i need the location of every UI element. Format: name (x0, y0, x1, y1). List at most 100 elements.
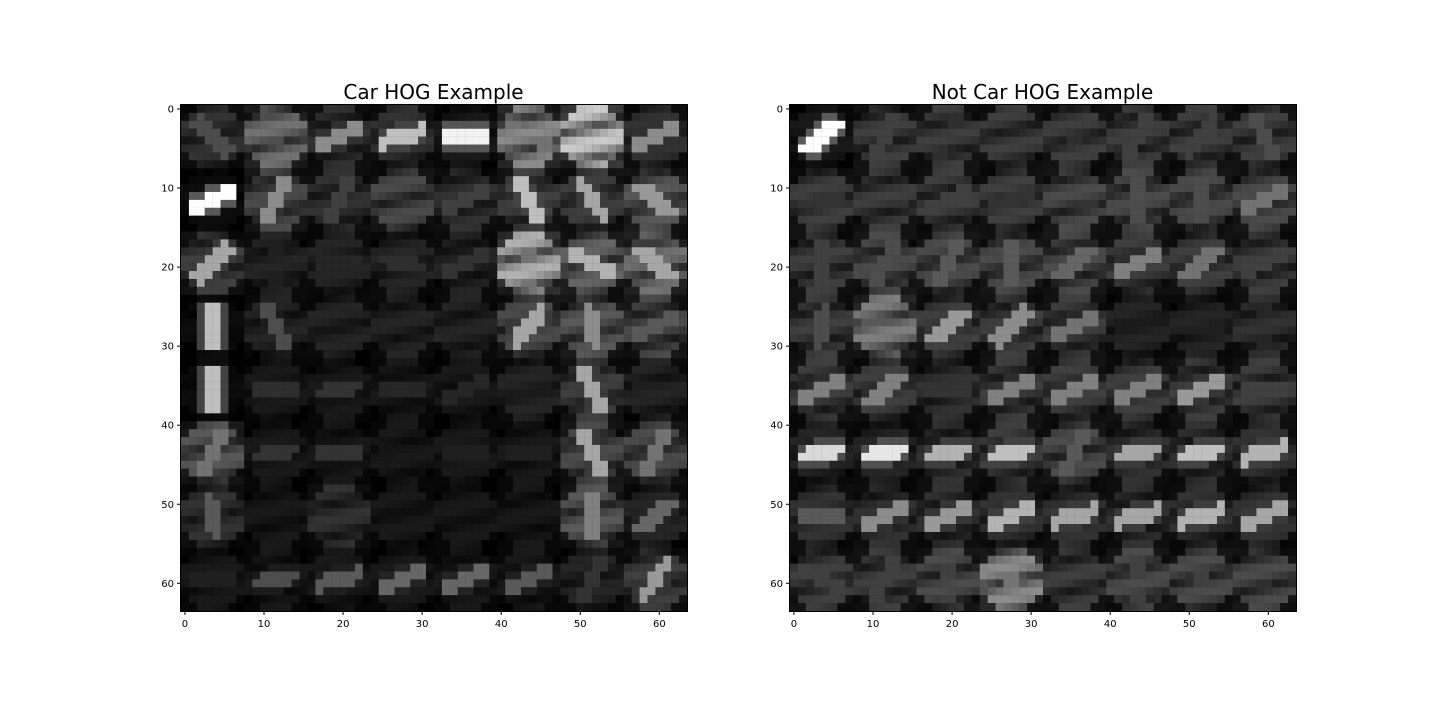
heatmap-pixel (236, 199, 245, 208)
heatmap-pixel (536, 595, 545, 604)
heatmap-pixel (181, 184, 190, 193)
heatmap-pixel (568, 199, 577, 208)
heatmap-pixel (212, 531, 221, 540)
heatmap-pixel (315, 516, 324, 525)
heatmap-pixel (267, 444, 277, 454)
heatmap-pixel (410, 247, 419, 256)
heatmap-pixel (331, 524, 340, 533)
heatmap-pixel (449, 223, 458, 232)
heatmap-pixel (1050, 144, 1059, 153)
heatmap-pixel (410, 555, 419, 564)
heatmap-pixel (347, 571, 356, 580)
heatmap-pixel (544, 452, 553, 461)
heatmap-pixel (362, 278, 371, 287)
heatmap-pixel (663, 571, 672, 580)
heatmap-pixel (505, 239, 514, 248)
heatmap-pixel (592, 603, 601, 612)
heatmap-pixel (615, 302, 624, 311)
heatmap-pixel (481, 429, 490, 438)
heatmap-pixel (1043, 215, 1052, 224)
heatmap-pixel (505, 294, 514, 303)
heatmap-pixel (188, 524, 197, 533)
heatmap-pixel (544, 460, 553, 469)
heatmap-pixel (600, 247, 609, 256)
heatmap-pixel (805, 120, 814, 129)
heatmap-pixel (861, 168, 870, 177)
heatmap-pixel (473, 381, 482, 390)
heatmap-pixel (663, 547, 672, 556)
heatmap-pixel (584, 207, 593, 216)
heatmap-pixel (283, 413, 292, 422)
heatmap-pixel (347, 286, 356, 295)
heatmap-pixel (536, 255, 545, 264)
heatmap-pixel (362, 516, 371, 525)
heatmap-pixel (576, 120, 585, 129)
heatmap-pixel (260, 342, 269, 351)
heatmap-pixel (481, 460, 490, 469)
heatmap-pixel (544, 239, 553, 248)
heatmap-pixel (671, 128, 680, 137)
heatmap-pixel (584, 547, 593, 556)
heatmap-pixel (212, 176, 221, 185)
heatmap-pixel (1035, 184, 1044, 193)
heatmap-pixel (639, 112, 648, 121)
heatmap-pixel (584, 334, 593, 343)
heatmap-pixel (196, 524, 205, 533)
heatmap-pixel (418, 144, 427, 153)
heatmap-pixel (1137, 168, 1146, 177)
heatmap-pixel (307, 271, 316, 280)
heatmap-pixel (402, 286, 411, 295)
heatmap-pixel (1011, 144, 1020, 153)
heatmap-pixel (426, 191, 435, 201)
heatmap-pixel (228, 539, 237, 548)
heatmap-pixel (631, 452, 640, 461)
heatmap-pixel (299, 373, 308, 382)
heatmap-pixel (315, 452, 324, 461)
heatmap-pixel (679, 603, 688, 612)
heatmap-pixel (607, 318, 616, 327)
heatmap-pixel (212, 271, 221, 280)
heatmap-pixel (441, 595, 450, 604)
heatmap-pixel (1264, 105, 1273, 114)
heatmap-pixel (520, 476, 530, 485)
heatmap-pixel (410, 539, 419, 548)
heatmap-pixel (252, 468, 261, 477)
heatmap-pixel (1177, 128, 1186, 137)
heatmap-pixel (275, 444, 284, 454)
heatmap-pixel (528, 555, 537, 564)
heatmap-pixel (267, 160, 277, 169)
heatmap-pixel (576, 381, 585, 390)
heatmap-pixel (457, 310, 466, 319)
heatmap-pixel (347, 500, 356, 509)
heatmap-pixel (315, 547, 324, 556)
heatmap-pixel (916, 105, 925, 114)
heatmap-pixel (473, 144, 482, 153)
heatmap-pixel (663, 342, 672, 351)
heatmap-pixel (489, 579, 498, 588)
heatmap-pixel (1209, 144, 1218, 153)
heatmap-pixel (331, 310, 340, 319)
heatmap-pixel (568, 152, 577, 161)
heatmap-pixel (655, 120, 664, 129)
heatmap-pixel (378, 468, 387, 477)
heatmap-pixel (520, 334, 530, 343)
heatmap-pixel (188, 215, 197, 224)
heatmap-pixel (615, 160, 624, 169)
heatmap-pixel (441, 429, 450, 438)
heatmap-pixel (196, 263, 205, 272)
heatmap-pixel (679, 389, 688, 398)
heatmap-pixel (790, 112, 799, 121)
heatmap-pixel (497, 310, 506, 319)
heatmap-pixel (244, 444, 253, 454)
heatmap-pixel (956, 199, 965, 208)
heatmap-pixel (339, 176, 348, 185)
heatmap-pixel (497, 405, 506, 414)
heatmap-pixel (560, 524, 569, 533)
heatmap-pixel (275, 350, 284, 359)
heatmap-pixel (513, 215, 522, 224)
heatmap-pixel (979, 128, 988, 137)
heatmap-pixel (260, 199, 269, 208)
heatmap-pixel (260, 326, 269, 335)
heatmap-pixel (260, 152, 269, 161)
heatmap-pixel (513, 286, 522, 295)
